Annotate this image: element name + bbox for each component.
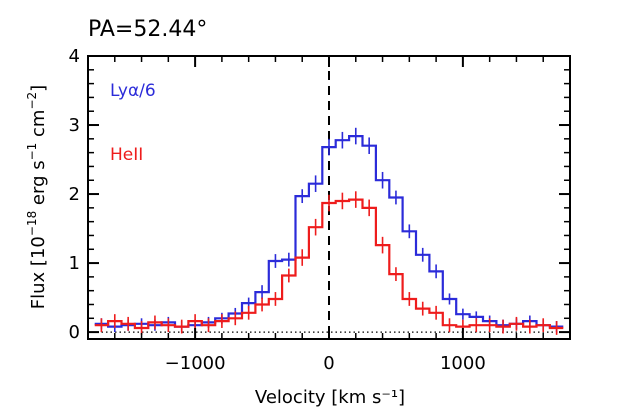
- chart-title: PA=52.44°: [88, 17, 207, 42]
- y-tick-label: 4: [69, 46, 80, 67]
- x-tick-label: 0: [323, 353, 334, 374]
- legend-label-heii: HeII: [110, 145, 143, 165]
- x-tick-label: −1000: [165, 353, 226, 374]
- x-axis-label: Velocity [km s⁻¹]: [255, 387, 405, 408]
- axis-ticks: −1000 0 1000 0 1 2 3 4: [69, 46, 570, 374]
- y-tick-label: 1: [69, 253, 80, 274]
- legend-label-lya: Lyα/6: [110, 81, 156, 101]
- y-axis-label: Flux [10−18 erg s−1 cm−2]: [25, 85, 49, 309]
- y-tick-label: 3: [69, 115, 80, 136]
- y-tick-label: 2: [69, 184, 80, 205]
- series-step-line: [94, 198, 564, 330]
- x-tick-label: 1000: [440, 353, 486, 374]
- series-heii: [94, 191, 564, 335]
- y-tick-label: 0: [69, 322, 80, 343]
